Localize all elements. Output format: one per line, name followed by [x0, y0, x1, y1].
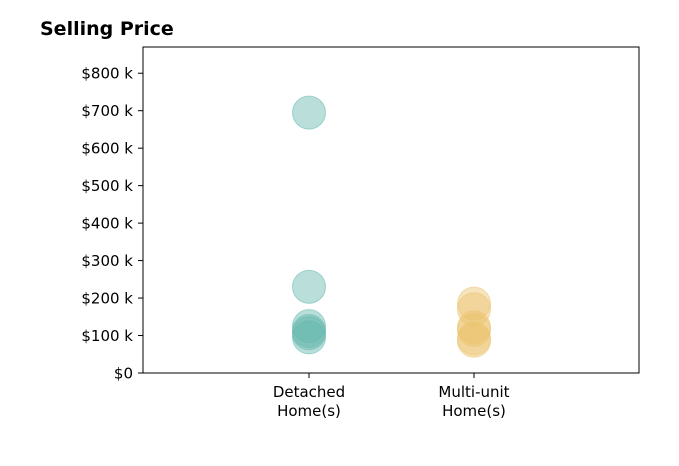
data-point: [292, 320, 326, 355]
data-point: [457, 312, 491, 347]
y-axis: $0 $100 k $200 k $300 k $400 k $500 k $600 k $7…: [81, 65, 143, 383]
y-tick-label: $0: [114, 365, 133, 383]
chart-title: Selling Price: [40, 18, 174, 40]
data-point: [292, 95, 326, 130]
y-tick-label: $600 k: [81, 140, 133, 158]
y-tick-label: $700 k: [81, 102, 133, 120]
y-tick-label: $800 k: [81, 65, 133, 83]
x-tick-label: Multi-unit Home(s): [438, 383, 509, 420]
data-point: [292, 309, 326, 344]
x-tick-label: Detached Home(s): [273, 383, 345, 420]
y-tick-label: $200 k: [81, 290, 133, 308]
data-point: [457, 323, 491, 358]
y-tick-label: $100 k: [81, 327, 133, 345]
data-point: [457, 292, 491, 327]
y-tick-label: $300 k: [81, 252, 133, 270]
plot-area-frame: [142, 46, 640, 374]
data-points: [292, 95, 491, 358]
data-point: [292, 269, 326, 304]
data-point: [292, 316, 326, 351]
x-axis: Detached Home(s) Multi-unit Home(s): [273, 373, 510, 420]
y-tick-label: $400 k: [81, 215, 133, 233]
y-tick-label: $500 k: [81, 177, 133, 195]
